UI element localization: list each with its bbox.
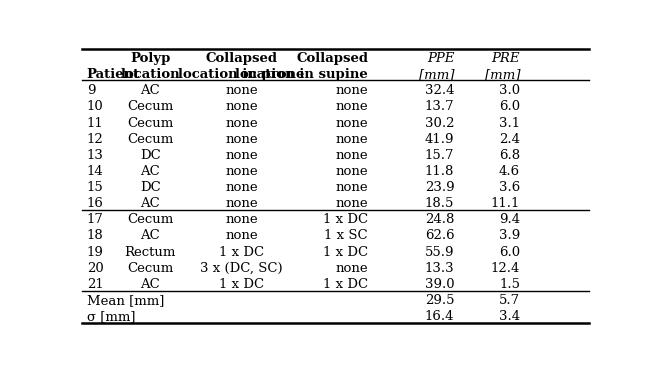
Text: none: none — [336, 133, 368, 146]
Text: 41.9: 41.9 — [425, 133, 455, 146]
Text: 11.1: 11.1 — [490, 197, 520, 210]
Text: 11.8: 11.8 — [425, 165, 455, 178]
Text: Collapsed: Collapsed — [205, 52, 277, 65]
Text: 6.0: 6.0 — [499, 246, 520, 259]
Text: 6.8: 6.8 — [499, 149, 520, 162]
Text: none: none — [336, 262, 368, 275]
Text: 1 x DC: 1 x DC — [219, 278, 264, 291]
Text: 1 x DC: 1 x DC — [219, 246, 264, 259]
Text: 19: 19 — [87, 246, 104, 259]
Text: 3 x (DC, SC): 3 x (DC, SC) — [200, 262, 283, 275]
Text: Patient: Patient — [87, 68, 140, 81]
Text: 15.7: 15.7 — [425, 149, 455, 162]
Text: location in prone: location in prone — [179, 68, 305, 81]
Text: AC: AC — [141, 165, 160, 178]
Text: 20: 20 — [87, 262, 103, 275]
Text: 39.0: 39.0 — [424, 278, 455, 291]
Text: Cecum: Cecum — [127, 262, 173, 275]
Text: AC: AC — [141, 278, 160, 291]
Text: AC: AC — [141, 197, 160, 210]
Text: [mm]: [mm] — [419, 68, 455, 81]
Text: Collapsed: Collapsed — [296, 52, 368, 65]
Text: 14: 14 — [87, 165, 103, 178]
Text: 1 x DC: 1 x DC — [323, 246, 368, 259]
Text: location: location — [120, 68, 180, 81]
Text: none: none — [225, 181, 258, 194]
Text: [mm]: [mm] — [485, 68, 520, 81]
Text: 32.4: 32.4 — [425, 84, 455, 97]
Text: DC: DC — [140, 181, 160, 194]
Text: 18: 18 — [87, 229, 103, 242]
Text: none: none — [225, 133, 258, 146]
Text: 30.2: 30.2 — [425, 116, 455, 130]
Text: 3.0: 3.0 — [499, 84, 520, 97]
Text: 1 x DC: 1 x DC — [323, 278, 368, 291]
Text: location in supine: location in supine — [235, 68, 368, 81]
Text: AC: AC — [141, 84, 160, 97]
Text: 12.4: 12.4 — [490, 262, 520, 275]
Text: 16: 16 — [87, 197, 104, 210]
Text: 13.3: 13.3 — [424, 262, 455, 275]
Text: none: none — [225, 197, 258, 210]
Text: 10: 10 — [87, 100, 103, 113]
Text: none: none — [336, 116, 368, 130]
Text: none: none — [336, 149, 368, 162]
Text: none: none — [225, 229, 258, 242]
Text: 3.1: 3.1 — [499, 116, 520, 130]
Text: 1 x DC: 1 x DC — [323, 213, 368, 226]
Text: 13.7: 13.7 — [424, 100, 455, 113]
Text: 15: 15 — [87, 181, 103, 194]
Text: 3.4: 3.4 — [499, 310, 520, 323]
Text: none: none — [225, 149, 258, 162]
Text: 62.6: 62.6 — [424, 229, 455, 242]
Text: none: none — [336, 165, 368, 178]
Text: 13: 13 — [87, 149, 104, 162]
Text: none: none — [336, 197, 368, 210]
Text: 24.8: 24.8 — [425, 213, 455, 226]
Text: 21: 21 — [87, 278, 103, 291]
Text: none: none — [336, 100, 368, 113]
Text: Rectum: Rectum — [124, 246, 176, 259]
Text: 1.5: 1.5 — [499, 278, 520, 291]
Text: none: none — [336, 181, 368, 194]
Text: Mean [mm]: Mean [mm] — [87, 294, 164, 307]
Text: 3.6: 3.6 — [499, 181, 520, 194]
Text: none: none — [225, 165, 258, 178]
Text: σ [mm]: σ [mm] — [87, 310, 135, 323]
Text: AC: AC — [141, 229, 160, 242]
Text: 17: 17 — [87, 213, 104, 226]
Text: 55.9: 55.9 — [425, 246, 455, 259]
Text: PPE: PPE — [427, 52, 455, 65]
Text: PRE: PRE — [492, 52, 520, 65]
Text: 1 x SC: 1 x SC — [324, 229, 368, 242]
Text: 23.9: 23.9 — [424, 181, 455, 194]
Text: Cecum: Cecum — [127, 100, 173, 113]
Text: Cecum: Cecum — [127, 213, 173, 226]
Text: 6.0: 6.0 — [499, 100, 520, 113]
Text: 9.4: 9.4 — [499, 213, 520, 226]
Text: Cecum: Cecum — [127, 133, 173, 146]
Text: 11: 11 — [87, 116, 103, 130]
Text: none: none — [225, 116, 258, 130]
Text: DC: DC — [140, 149, 160, 162]
Text: 4.6: 4.6 — [499, 165, 520, 178]
Text: 16.4: 16.4 — [425, 310, 455, 323]
Text: none: none — [225, 84, 258, 97]
Text: 9: 9 — [87, 84, 95, 97]
Text: 12: 12 — [87, 133, 103, 146]
Text: Cecum: Cecum — [127, 116, 173, 130]
Text: none: none — [336, 84, 368, 97]
Text: 3.9: 3.9 — [499, 229, 520, 242]
Text: none: none — [225, 100, 258, 113]
Text: 5.7: 5.7 — [499, 294, 520, 307]
Text: 29.5: 29.5 — [425, 294, 455, 307]
Text: 18.5: 18.5 — [425, 197, 455, 210]
Text: Polyp: Polyp — [130, 52, 170, 65]
Text: 2.4: 2.4 — [499, 133, 520, 146]
Text: none: none — [225, 213, 258, 226]
